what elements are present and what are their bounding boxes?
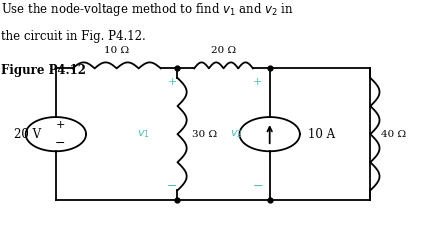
Text: $v_1$: $v_1$ — [138, 128, 150, 140]
Text: 30 Ω: 30 Ω — [192, 130, 217, 139]
Text: +: + — [253, 76, 262, 87]
Text: +: + — [168, 76, 177, 87]
Text: $v_2$: $v_2$ — [230, 128, 243, 140]
Text: 20 Ω: 20 Ω — [211, 46, 236, 55]
Text: Use the node-voltage method to find $v_1$ and $v_2$ in: Use the node-voltage method to find $v_1… — [1, 1, 294, 18]
Text: −: − — [253, 180, 263, 193]
Text: 40 Ω: 40 Ω — [381, 130, 406, 139]
Text: the circuit in Fig. P4.12.: the circuit in Fig. P4.12. — [1, 30, 146, 43]
Text: 10 A: 10 A — [308, 128, 335, 141]
Text: +: + — [55, 120, 65, 129]
Text: 10 Ω: 10 Ω — [104, 46, 129, 55]
Text: −: − — [55, 137, 65, 150]
Text: Figure P4.12: Figure P4.12 — [1, 64, 87, 76]
Text: 20 V: 20 V — [14, 128, 41, 141]
Text: −: − — [167, 180, 178, 193]
